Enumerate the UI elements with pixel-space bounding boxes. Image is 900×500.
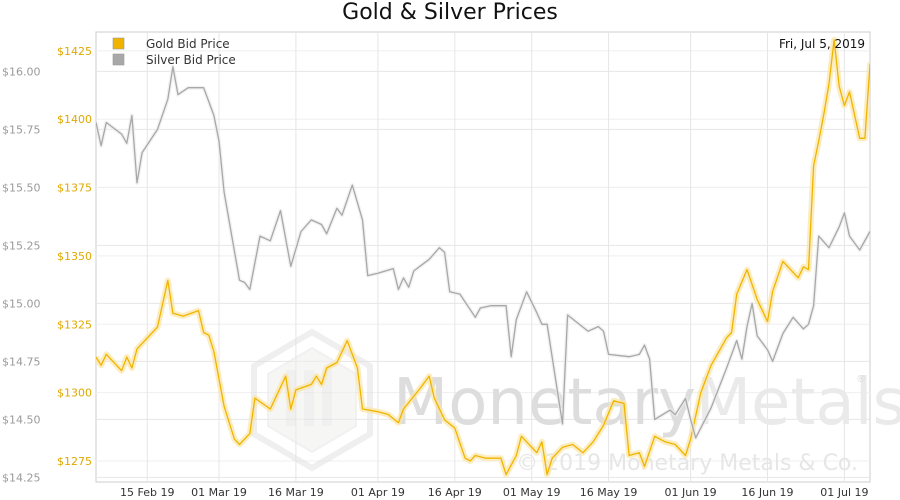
watermark: MonetaryMetals ® © 2019 Monetary Metals … <box>251 328 900 476</box>
x-axis: 15 Feb 19 01 Mar 19 16 Mar 19 01 Apr 19 16 A… <box>120 486 868 499</box>
x-tick-1: 01 Mar 19 <box>191 486 247 499</box>
series-line-gold <box>96 39 870 476</box>
x-tick-3: 01 Apr 19 <box>351 486 405 499</box>
y-tick-silver-7: $16.00 <box>2 65 41 78</box>
legend-swatch-gold <box>112 37 125 50</box>
legend-item-silver[interactable]: Silver Bid Price <box>112 53 236 67</box>
date-label: Fri, Jul 5, 2019 <box>779 37 865 51</box>
y-tick-gold-3: $1350 <box>57 250 92 263</box>
y-tick-silver-5: $15.50 <box>2 181 41 194</box>
y-tick-silver-3: $15.00 <box>2 297 41 310</box>
watermark-brand-light: Metals <box>696 366 900 440</box>
x-tick-6: 16 May 19 <box>580 486 638 499</box>
watermark-brand: MonetaryMetals <box>393 366 900 440</box>
y-tick-gold-1: $1300 <box>57 387 92 400</box>
y-axis-gold: $1275 $1300 $1325 $1350 $1375 $1400 $1425 <box>57 45 92 468</box>
y-tick-silver-0: $14.25 <box>2 471 41 484</box>
x-tick-0: 15 Feb 19 <box>120 486 174 499</box>
y-axis-silver: $14.25 $14.50 $14.75 $15.00 $15.25 $15.50 $15.… <box>2 65 41 484</box>
y-tick-silver-4: $15.25 <box>2 239 41 252</box>
y-tick-gold-2: $1325 <box>57 318 92 331</box>
watermark-registered: ® <box>856 374 866 385</box>
legend-item-gold[interactable]: Gold Bid Price <box>112 37 230 51</box>
x-tick-9: 01 Jul 19 <box>820 486 868 499</box>
y-tick-gold-4: $1375 <box>57 182 92 195</box>
y-tick-silver-2: $14.75 <box>2 355 41 368</box>
x-tick-7: 01 Jun 19 <box>665 486 717 499</box>
series-line-silver <box>96 66 870 439</box>
x-tick-5: 01 May 19 <box>503 486 561 499</box>
y-tick-silver-6: $15.75 <box>2 123 41 136</box>
grid-lines <box>96 32 870 482</box>
y-tick-gold-6: $1425 <box>57 45 92 58</box>
y-tick-gold-0: $1275 <box>57 455 92 468</box>
watermark-brand-dark: Monetary <box>393 366 696 440</box>
legend-swatch-silver <box>112 53 125 66</box>
x-tick-2: 16 Mar 19 <box>268 486 324 499</box>
legend: Gold Bid Price Silver Bid Price <box>112 37 236 67</box>
x-tick-8: 16 Jun 19 <box>741 486 793 499</box>
series-layer <box>96 36 870 478</box>
legend-label-silver: Silver Bid Price <box>146 53 236 67</box>
x-tick-4: 16 Apr 19 <box>428 486 482 499</box>
chart-title: Gold & Silver Prices <box>342 0 558 25</box>
y-tick-gold-5: $1400 <box>57 113 92 126</box>
y-tick-silver-1: $14.50 <box>2 413 41 426</box>
legend-label-gold: Gold Bid Price <box>146 37 230 51</box>
